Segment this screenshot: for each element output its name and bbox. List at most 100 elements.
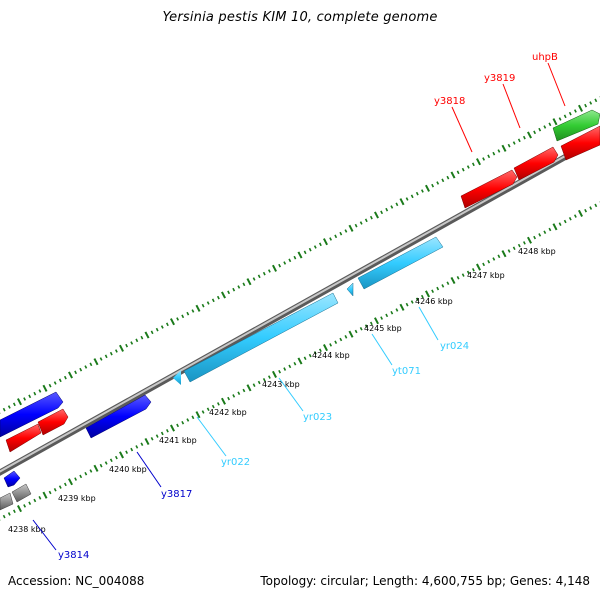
inner-track-tick <box>33 498 37 503</box>
inner-track-tick <box>2 514 6 519</box>
outer-track-tick <box>492 151 496 156</box>
tick-label-4241: 4241 kbp <box>159 436 197 445</box>
inner-track-tick <box>385 313 389 318</box>
outer-track-tick <box>364 218 368 223</box>
outer-track-tick <box>512 141 516 145</box>
outer-track-tick <box>23 397 27 401</box>
gene-y3818[interactable] <box>460 169 518 209</box>
inner-track-tick <box>308 353 312 358</box>
inner-track-tick <box>237 391 241 395</box>
outer-track-tick <box>303 250 307 255</box>
tick-label-4242: 4242 kbp <box>209 408 247 417</box>
outer-track-tick <box>323 238 328 246</box>
outer-track-tick <box>334 234 338 239</box>
gene-uhpB[interactable] <box>560 125 600 161</box>
outer-track-tick <box>17 398 22 406</box>
outer-track-tick <box>436 181 440 185</box>
outer-track-tick <box>53 381 57 385</box>
gene-grey-2[interactable] <box>0 492 14 511</box>
gene-green[interactable] <box>552 109 600 142</box>
gene-features <box>0 109 600 511</box>
inner-track-tick <box>344 335 348 339</box>
outer-track-tick <box>385 207 389 212</box>
gene-yr022-arrowhead <box>173 370 181 385</box>
outer-track-tick <box>533 130 537 135</box>
inner-track-tick <box>533 235 537 240</box>
outer-track-tick <box>552 118 558 126</box>
outer-track-tick <box>267 269 271 273</box>
gene-yr024[interactable] <box>357 236 444 290</box>
inner-track-tick <box>461 273 465 277</box>
outer-track-tick <box>446 175 450 180</box>
outer-track-tick <box>58 378 62 383</box>
inner-track-tick <box>7 512 11 516</box>
outer-track-tick <box>507 143 511 148</box>
inner-track-tick <box>186 418 190 422</box>
inner-track-tick <box>176 423 180 428</box>
outer-track-tick <box>68 371 73 379</box>
outer-track-tick <box>195 304 201 312</box>
inner-track-tick <box>410 300 414 304</box>
gene-y3817[interactable] <box>85 394 152 439</box>
gene-yt071[interactable] <box>346 282 354 297</box>
inner-track-tick <box>354 329 358 334</box>
inner-track-tick <box>501 250 507 258</box>
outer-track-tick <box>125 343 129 348</box>
outer-track-tick <box>415 191 419 196</box>
inner-track-tick <box>492 257 496 261</box>
outer-track-tick <box>471 162 475 167</box>
inner-track-tick <box>53 488 57 492</box>
gene-label-y3817: y3817 <box>161 489 192 500</box>
inner-track-tick <box>399 303 405 311</box>
scale-labels: 4238 kbp 4239 kbp 4240 kbp 4241 kbp 4242… <box>8 247 556 534</box>
tick-label-4245: 4245 kbp <box>364 324 402 333</box>
inner-track-tick <box>339 337 343 342</box>
inner-track-tick <box>425 290 430 298</box>
gene-grey-1[interactable] <box>11 483 32 503</box>
inner-track-tick <box>68 478 73 486</box>
outer-track-tick <box>578 104 583 112</box>
gene-blue-left-top[interactable] <box>0 391 64 438</box>
inner-track-tick <box>74 477 78 481</box>
inner-track-tick <box>125 450 129 454</box>
inner-track-tick <box>283 367 287 371</box>
gene-y3814[interactable] <box>3 470 21 488</box>
outer-track-tick <box>293 255 297 260</box>
inner-track-tick <box>487 259 491 264</box>
outer-track-tick <box>2 407 6 412</box>
outer-track-tick <box>93 358 99 366</box>
outer-track-tick <box>283 261 287 265</box>
inner-track-tick <box>84 471 88 476</box>
gene-label-y3819: y3819 <box>484 73 515 84</box>
inner-track-tick <box>584 208 588 213</box>
gene-yr022[interactable] <box>183 292 339 383</box>
outer-track-tick <box>348 224 354 232</box>
inner-track-tick <box>246 384 252 392</box>
outer-track-tick <box>160 325 164 329</box>
inner-track-tick <box>48 490 52 495</box>
gene-red-left-1[interactable] <box>5 423 42 453</box>
outer-track-tick <box>308 247 312 252</box>
inner-track-tick <box>297 357 303 365</box>
outer-track-tick <box>399 198 405 206</box>
inner-track-tick <box>318 348 322 353</box>
inner-track-tick <box>195 411 201 419</box>
outer-track-tick <box>522 135 526 140</box>
inner-track-tick <box>543 230 547 234</box>
inner-track-tick <box>512 246 516 251</box>
gene-y3819[interactable] <box>513 146 559 181</box>
outer-track-tick <box>431 183 435 188</box>
inner-track-tick <box>130 447 134 452</box>
inner-track-tick <box>252 383 256 387</box>
outer-track-tick <box>374 211 379 219</box>
inner-track-tick <box>104 461 108 465</box>
outer-track-tick <box>170 318 175 326</box>
gene-red-left-2[interactable] <box>37 408 69 436</box>
inner-track-tick <box>374 317 379 325</box>
inner-track-tick <box>160 431 164 436</box>
tick-label-4248: 4248 kbp <box>518 247 556 256</box>
inner-track-tick <box>441 284 445 288</box>
inner-track-tick <box>38 496 42 500</box>
outer-track-tick <box>487 154 491 159</box>
